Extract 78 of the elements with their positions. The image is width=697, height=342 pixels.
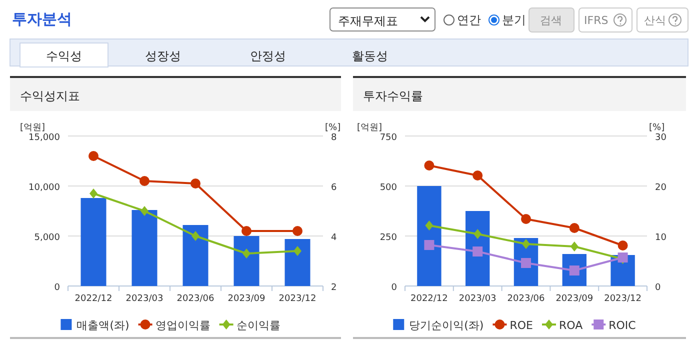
point [472,170,483,180]
text: IFRS [584,14,608,27]
y-axis-title: [억원] [20,123,46,133]
point [192,231,200,241]
legend-label: 매출액(좌) [76,319,130,332]
point [424,240,434,250]
point [569,223,580,233]
point [294,246,302,256]
text: 수익성 [46,49,82,63]
y2-tick-label: 2 [331,283,337,293]
y-tick-label: 5,000 [34,233,60,243]
point [522,239,530,249]
legend-label: ROA [558,319,584,332]
point [242,248,250,258]
y-axis-title: [억원] [357,123,382,133]
point [190,178,200,188]
point [140,206,148,216]
legend-label: 순이익률 [236,319,280,332]
x-tick-label: 2023/09 [228,294,266,304]
point [88,151,98,161]
point [140,176,150,186]
text: 안정성 [250,49,286,63]
text: 투자분석 [12,10,72,28]
x-tick-label: 2022/12 [74,294,112,304]
x-tick-label: 2022/12 [410,294,448,304]
x-tick-label: 2023/06 [507,294,545,304]
text: 검색 [540,14,562,27]
text: 연간 [457,13,481,27]
y2-axis-title: [%] [325,123,341,133]
point [618,240,628,250]
x-tick-label: 2023/03 [126,294,164,304]
y2-tick-label: 10 [655,233,667,243]
legend-label: ROIC [608,319,636,332]
y2-tick-label: 8 [331,133,337,143]
y2-tick-label: 6 [331,183,337,193]
text: 주재무제표 [338,14,398,28]
bar [80,198,106,286]
bar [234,236,260,286]
x-tick-label: 2023/12 [278,294,316,304]
chart-title: 수익성지표 [20,89,80,103]
y2-tick-label: 20 [655,183,667,193]
legend-label: 당기순이익(좌) [409,319,484,332]
point [521,214,531,224]
y2-axis-title: [%] [649,123,665,133]
point [425,220,434,230]
text: 산식 [644,14,666,27]
chart-title: 투자수익률 [363,89,423,103]
legend-label: ROE [510,319,534,332]
y2-tick-label: 4 [331,233,337,243]
text: 활동성 [352,49,388,63]
bar [284,239,310,286]
point [292,226,302,236]
x-tick-label: 2023/09 [556,294,594,304]
y-tick-label: 0 [391,283,398,293]
point [474,229,482,239]
legend-label: 영업이익률 [155,319,210,332]
point [521,258,531,268]
y-tick-label: 750 [380,133,398,143]
bar [182,225,208,286]
text: 성장성 [145,49,181,63]
y-tick-label: 0 [54,283,60,293]
point [242,226,252,236]
y2-tick-label: 0 [655,283,661,293]
point [472,246,483,256]
x-tick-label: 2023/06 [176,294,214,304]
y-tick-label: 10,000 [28,183,60,193]
text: 분기 [502,13,526,27]
y-tick-label: 15,000 [28,133,60,143]
bar [132,210,158,286]
point [90,188,98,198]
y2-tick-label: 30 [655,133,667,143]
y-tick-label: 250 [380,233,398,243]
y-tick-label: 500 [380,183,398,193]
point [570,242,578,252]
bar [417,186,442,286]
x-tick-label: 2023/12 [604,294,642,304]
x-tick-label: 2023/03 [458,294,496,304]
point [424,160,434,170]
